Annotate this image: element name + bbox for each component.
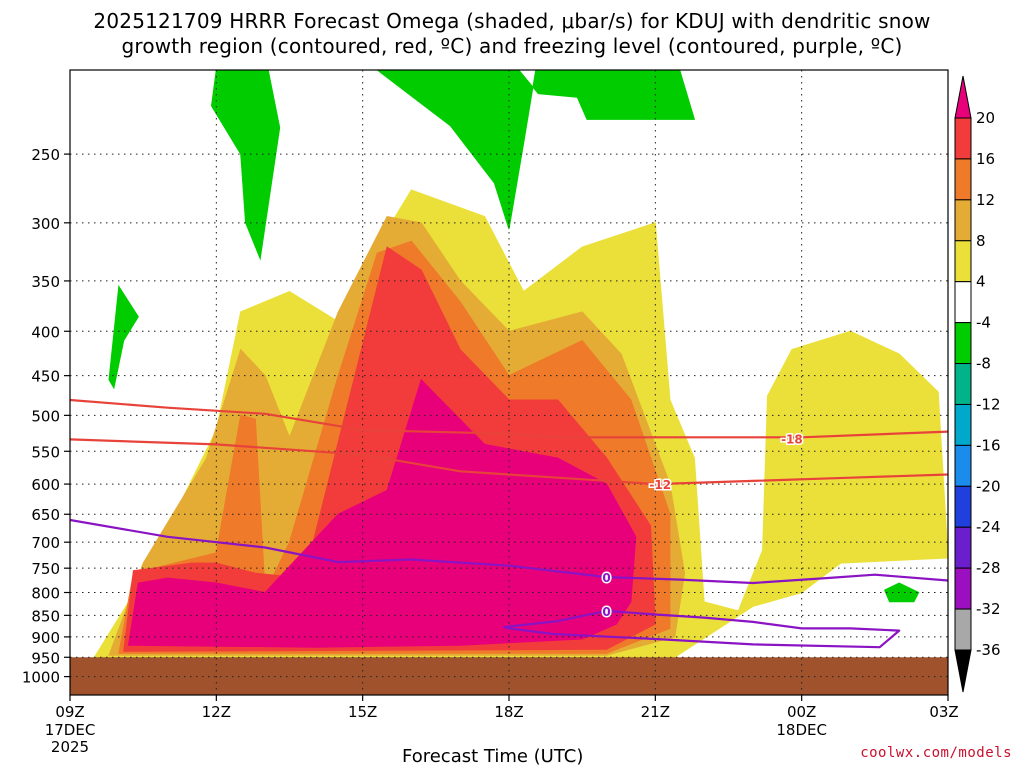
y-tick-label: 250 (31, 146, 60, 164)
chart-title-line-2: growth region (contoured, red, ºC) and f… (121, 34, 903, 58)
colorbar-band (954, 363, 972, 405)
colorbar-band (954, 608, 972, 651)
colorbar-label: -36 (976, 641, 1001, 659)
contour-line-3 (503, 609, 901, 649)
contour-label: -12 (649, 478, 671, 492)
x-tick-label: 03Z (929, 703, 958, 721)
colorbar-label: -12 (976, 395, 1001, 413)
x-tick-label: 09Z (55, 703, 84, 721)
y-tick-label: 550 (31, 443, 60, 461)
y-tick-label: 600 (31, 476, 60, 494)
y-tick-label: 700 (31, 534, 60, 552)
y-tick-label: 650 (31, 506, 60, 524)
grid-lines (69, 70, 949, 695)
colorbar-label: 12 (976, 191, 995, 209)
contour-line-1 (70, 438, 948, 486)
y-tick-label: 1000 (22, 669, 60, 687)
x-tick-label: 15Z (348, 703, 377, 721)
colorbar-bottom-arrow (954, 649, 972, 693)
omega-region-5 (210, 70, 281, 261)
contour-label: 0 (602, 571, 610, 585)
colorbar-label: -20 (976, 477, 1001, 495)
y-tick-label: 500 (31, 407, 60, 425)
colorbar-top-arrow (954, 75, 972, 119)
contour-label: 0 (602, 605, 610, 619)
chart-title-line-1: 2025121709 HRRR Forecast Omega (shaded, … (93, 9, 931, 33)
contour-line-0 (70, 398, 948, 439)
colorbar-label: 8 (976, 232, 986, 250)
colorbar-label: 16 (976, 150, 995, 168)
x-tick-label: 21Z (641, 703, 670, 721)
y-tick-label: 750 (31, 560, 60, 578)
colorbar-band (954, 117, 972, 160)
y-tick-label: 850 (31, 607, 60, 625)
colorbar-band (954, 322, 972, 365)
colorbar-band (954, 444, 972, 487)
contour-line-2 (70, 518, 948, 585)
x-tick-sublabel: 17DEC (45, 721, 96, 739)
omega-region-7 (108, 284, 139, 390)
x-tick-label: 18Z (494, 703, 523, 721)
omega-region-8 (883, 582, 920, 603)
colorbar-label: -8 (976, 355, 991, 373)
x-tick-label: 00Z (787, 703, 816, 721)
colorbar-label: 20 (976, 109, 995, 127)
colorbar-band (954, 158, 972, 201)
colorbar-label: -32 (976, 600, 1001, 618)
colorbar-band (954, 199, 972, 242)
colorbar-label: -28 (976, 559, 1001, 577)
x-tick-sublabel: 2025 (51, 738, 89, 756)
y-tick-label: 900 (31, 629, 60, 647)
colorbar-band (954, 485, 972, 528)
colorbar-label: -16 (976, 436, 1001, 454)
colorbar-band (954, 567, 972, 610)
x-tick-label: 12Z (202, 703, 231, 721)
contour-lines: -18 -12 0 0 (70, 398, 948, 649)
x-axis-title: Forecast Time (UTC) (402, 746, 584, 767)
colorbar: 20 16 12 8 4 -4 -8 -12 -16 -20 -24 -28 -32 -36 (954, 75, 1001, 693)
colorbar-band (954, 240, 972, 283)
y-tick-label: 300 (31, 215, 60, 233)
colorbar-band (954, 403, 972, 446)
omega-region-6 (362, 70, 696, 230)
y-tick-label: 400 (31, 323, 60, 341)
contour-label: -18 (781, 433, 803, 447)
y-axis: 250 300 350 400 450 500 550 600 650 700 750 800 850 9… (22, 146, 70, 687)
source-credit: coolwx.com/models (860, 745, 1012, 761)
colorbar-label: 4 (976, 273, 986, 291)
y-tick-label: 450 (31, 368, 60, 386)
colorbar-label: -4 (976, 314, 991, 332)
colorbar-band (954, 526, 972, 569)
x-tick-sublabel: 18DEC (776, 721, 827, 739)
y-tick-label: 350 (31, 273, 60, 291)
colorbar-label: -24 (976, 518, 1001, 536)
y-tick-label: 950 (31, 649, 60, 667)
colorbar-band (954, 281, 972, 324)
y-tick-label: 800 (31, 585, 60, 603)
